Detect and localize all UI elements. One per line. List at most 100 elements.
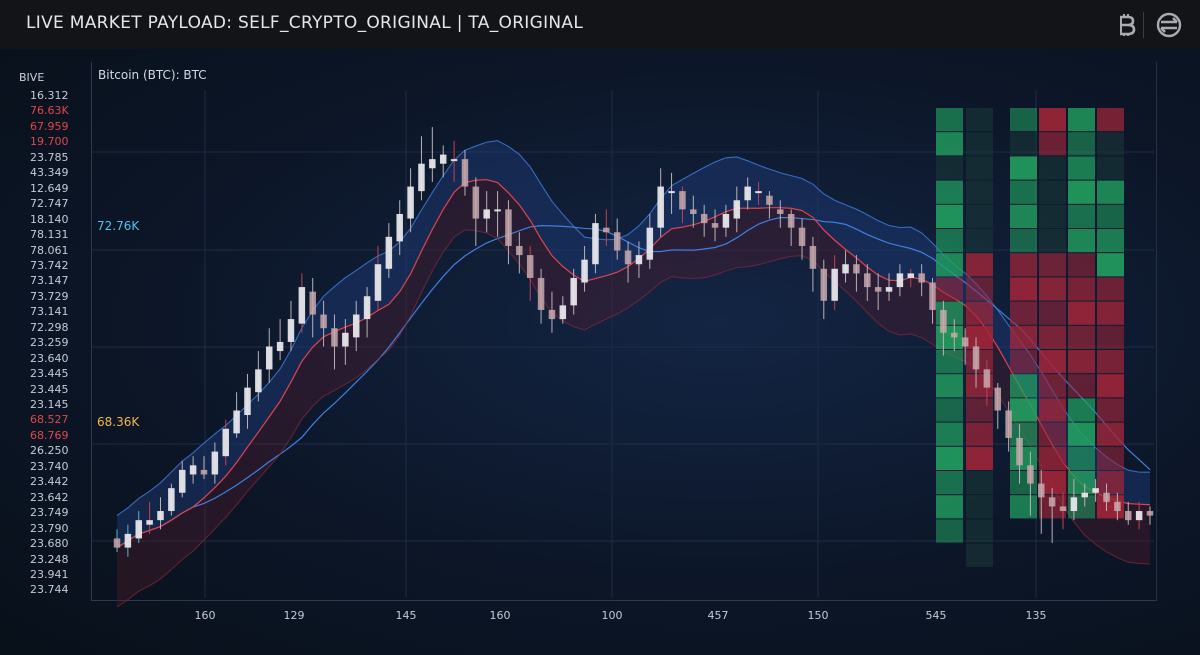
heatmap-cell	[1097, 204, 1124, 228]
heatmap-cell	[1039, 398, 1066, 422]
heatmap-cell	[966, 519, 993, 543]
heatmap-cell	[1039, 229, 1066, 253]
level-label-low: 68.36K	[97, 415, 140, 429]
heatmap-cell	[936, 132, 963, 156]
heatmap-cell	[936, 519, 963, 543]
heatmap-cell	[966, 229, 993, 253]
y-tick-label: 23.941	[30, 567, 69, 581]
y-tick-label: 23.790	[30, 521, 69, 535]
candle-body	[363, 296, 371, 320]
x-tick-label: 150	[807, 609, 829, 622]
candle-body	[494, 209, 501, 212]
candle-body	[157, 511, 164, 521]
candle-body	[526, 255, 534, 278]
y-tick-label: 23.680	[30, 537, 69, 551]
candle-body	[222, 428, 229, 457]
x-tick-label: 100	[601, 609, 623, 622]
y-tick-label: 23.445	[30, 367, 69, 381]
heatmap-cell	[936, 398, 963, 422]
heatmap-cell	[1097, 374, 1124, 398]
chart-panel[interactable]	[91, 62, 1157, 601]
candle-body	[918, 273, 925, 283]
y-tick-label: 23.785	[30, 150, 69, 164]
candle-body	[418, 163, 425, 192]
heatmap-cell	[966, 132, 993, 156]
candle-body	[276, 341, 284, 352]
candle-body	[320, 314, 327, 329]
candle-body	[233, 410, 240, 434]
heatmap-cell	[936, 180, 963, 204]
lower-band-fill	[117, 179, 1150, 607]
heatmap-cell	[1010, 229, 1037, 253]
heatmap-cell	[1068, 132, 1095, 156]
candle-body	[1059, 506, 1067, 512]
heatmap-cell	[1010, 325, 1037, 349]
candle-body	[1081, 492, 1089, 498]
candle-body	[896, 273, 904, 288]
heatmap-cell	[936, 204, 963, 228]
candle-body	[255, 369, 262, 393]
exchange-icon[interactable]	[1155, 11, 1183, 39]
candle-body	[961, 337, 969, 347]
heatmap-cell	[936, 156, 963, 180]
symbol-label: Bitcoin (BTC): BTC	[98, 68, 207, 82]
candle-body	[766, 195, 773, 205]
candle-body	[146, 520, 153, 525]
heatmap-cell	[1010, 156, 1037, 180]
candle-body	[798, 227, 806, 246]
heatmap-cell	[1097, 108, 1124, 132]
heatmap-cell	[1097, 277, 1124, 301]
candle-body	[135, 520, 142, 539]
heatmap-cell	[1097, 325, 1124, 349]
heatmap-cell	[1097, 446, 1124, 470]
candle-body	[1114, 501, 1121, 512]
y-tick-label: 12.649	[30, 181, 69, 195]
candle-body	[972, 346, 980, 370]
bitcoin-icon[interactable]	[1112, 11, 1140, 39]
heatmap-cell	[1097, 422, 1124, 446]
candle-body	[1027, 465, 1034, 484]
heatmap-cell	[1097, 253, 1124, 277]
candle-body	[168, 488, 175, 512]
candle-body	[342, 332, 349, 347]
candle-body	[624, 250, 632, 265]
heatmap-cell	[1068, 108, 1095, 132]
y-tick-label: 73.742	[30, 258, 69, 272]
heatmap-cell	[1039, 108, 1066, 132]
heatmap-cell	[966, 543, 993, 567]
heatmap-cell	[936, 301, 963, 325]
candle-body	[777, 209, 784, 214]
heatmap-cell	[1039, 132, 1066, 156]
candle-body	[864, 273, 871, 288]
heatmap-cell	[936, 277, 963, 301]
candle-body	[635, 255, 643, 265]
candle-body	[820, 268, 828, 301]
heatmap-cell	[966, 446, 993, 470]
heatmap-cell	[936, 422, 963, 446]
heatmap-cell	[1039, 156, 1066, 180]
candle-body	[439, 154, 447, 164]
heatmap-cell	[1068, 471, 1095, 495]
heatmap-cell	[1068, 325, 1095, 349]
heatmap-cell	[936, 108, 963, 132]
y-tick-label: 78.131	[30, 228, 69, 242]
candle-body	[516, 245, 523, 256]
candle-body	[1048, 497, 1056, 507]
candle-body	[679, 191, 686, 210]
heatmap-cell	[936, 446, 963, 470]
heatmap-cell	[966, 253, 993, 277]
y-tick-label: 23.145	[30, 398, 69, 411]
heatmap-cell	[1039, 301, 1066, 325]
heatmap-cell	[1039, 180, 1066, 204]
candle-body	[940, 309, 947, 333]
candle-body	[505, 209, 512, 246]
heatmap-cell	[1068, 180, 1095, 204]
heatmap-cell	[1068, 156, 1095, 180]
candle-body	[298, 287, 306, 324]
candle-body	[711, 223, 719, 228]
heatmap-cell	[966, 277, 993, 301]
heatmap-cell	[1010, 108, 1037, 132]
y-tick-label: 23.642	[30, 490, 69, 504]
y-tick-label: 72.747	[30, 197, 69, 211]
